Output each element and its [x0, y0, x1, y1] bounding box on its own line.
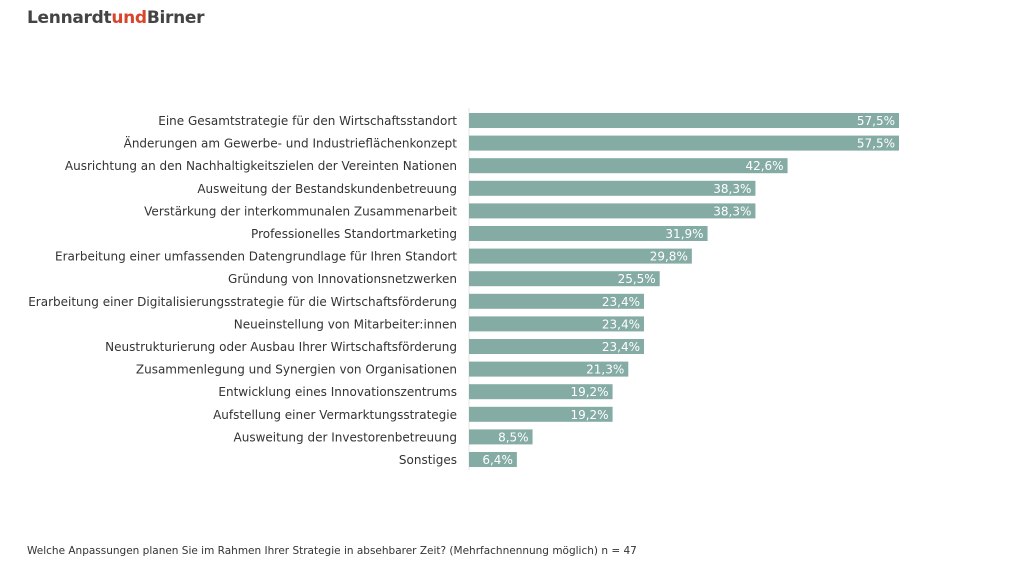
category-label: Ausrichtung an den Nachhaltigkeitszielen…	[65, 159, 457, 173]
bar	[469, 180, 756, 196]
category-label: Erarbeitung einer umfassenden Datengrund…	[55, 250, 457, 264]
data-label: 8,5%	[498, 430, 529, 444]
category-label: Erarbeitung einer Digitalisierungsstrate…	[28, 295, 457, 309]
data-label: 57,5%	[857, 137, 895, 151]
bar	[469, 406, 613, 422]
bar	[469, 158, 788, 174]
category-label: Neustrukturierung oder Ausbau Ihrer Wirt…	[105, 340, 457, 354]
bar	[469, 271, 660, 287]
category-label: Verstärkung der interkommunalen Zusammen…	[144, 204, 457, 218]
bar	[469, 135, 899, 151]
data-label: 21,3%	[586, 363, 624, 377]
bar	[469, 226, 708, 241]
bar	[469, 384, 613, 400]
category-label: Aufstellung einer Vermarktungsstrategie	[213, 408, 457, 422]
bar	[469, 361, 629, 377]
data-label: 42,6%	[745, 159, 783, 173]
category-label: Ausweitung der Investorenbetreuung	[234, 430, 457, 444]
data-label: 38,3%	[713, 182, 751, 196]
category-label: Professionelles Standortmarketing	[251, 227, 457, 241]
category-label: Neueinstellung von Mitarbeiter:innen	[234, 317, 457, 331]
data-label: 29,8%	[650, 250, 688, 264]
data-label: 31,9%	[665, 227, 703, 241]
data-label: 57,5%	[857, 114, 895, 128]
bar	[469, 203, 756, 219]
bar	[469, 113, 899, 128]
data-label: 19,2%	[570, 408, 608, 422]
category-label: Änderungen am Gewerbe- und Industriefläc…	[124, 136, 458, 151]
category-label: Entwicklung eines Innovationszentrums	[218, 385, 457, 399]
bar	[469, 429, 533, 445]
logo: LennardtundBirner	[27, 8, 205, 28]
category-label: Ausweitung der Bestandskundenbetreuung	[197, 182, 457, 196]
logo-part: Lennardt	[27, 8, 112, 28]
logo-part: und	[111, 8, 147, 28]
category-label: Zusammenlegung und Synergien von Organis…	[136, 363, 457, 377]
data-label: 19,2%	[570, 385, 608, 399]
category-label: Gründung von Innovationsnetzwerken	[228, 272, 457, 286]
bar	[469, 339, 644, 354]
data-label: 6,4%	[482, 453, 513, 467]
logo-part: Birner	[146, 8, 205, 28]
bar	[469, 248, 692, 264]
data-label: 23,4%	[602, 295, 640, 309]
category-label: Eine Gesamtstrategie für den Wirtschafts…	[158, 114, 457, 128]
bar	[469, 316, 644, 332]
data-label: 25,5%	[618, 272, 656, 286]
data-label: 23,4%	[602, 317, 640, 331]
data-label: 38,3%	[713, 204, 751, 218]
data-label: 23,4%	[602, 340, 640, 354]
bar	[469, 293, 644, 309]
category-label: Sonstiges	[399, 453, 457, 467]
chart-footnote: Welche Anpassungen planen Sie im Rahmen …	[27, 545, 637, 557]
bar	[469, 452, 517, 467]
